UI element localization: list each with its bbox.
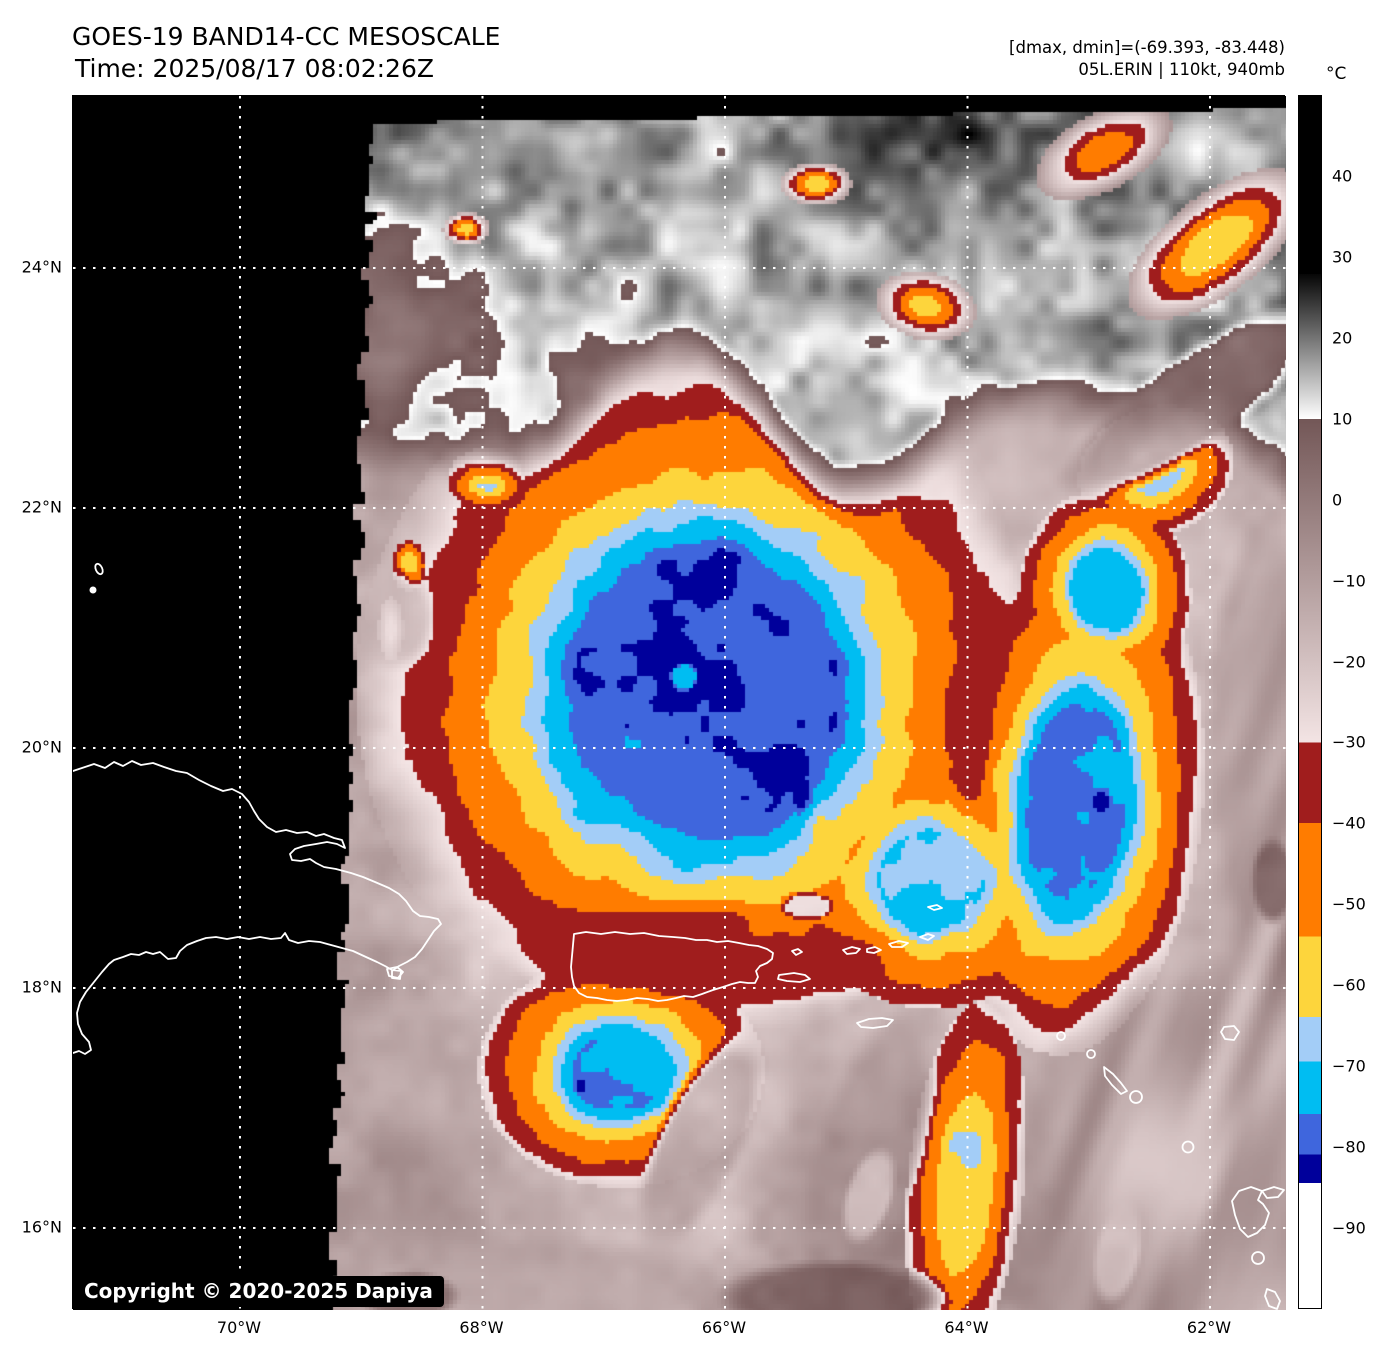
lon-label: 66°W <box>701 1318 747 1337</box>
product-title: GOES-19 BAND14-CC MESOSCALE <box>72 22 501 51</box>
colorbar-tick-label: −30 <box>1332 732 1366 752</box>
lat-label: 16°N <box>21 1217 62 1237</box>
lon-label: 68°W <box>459 1318 504 1337</box>
coastline-st-kitts <box>1103 1066 1128 1095</box>
coastline-saba <box>1056 1031 1066 1041</box>
coastline-great-inagua <box>94 562 104 576</box>
lat-label: 22°N <box>21 497 62 517</box>
colorbar-tick-label: −50 <box>1332 894 1366 914</box>
coastline-st-thomas <box>842 946 861 955</box>
coastline-nevis <box>1129 1090 1143 1104</box>
colorbar <box>1298 95 1322 1309</box>
colorbar-tick-label: 30 <box>1332 247 1353 267</box>
lat-label: 24°N <box>21 257 62 277</box>
colorbar-unit-label: °C <box>1326 64 1347 84</box>
colorbar-tick-label: −10 <box>1332 571 1366 591</box>
lon-label: 64°W <box>944 1318 989 1337</box>
coastline-puerto-rico <box>570 931 774 1002</box>
coastline-marie-galante <box>1251 1251 1265 1265</box>
lon-label: 70°W <box>216 1318 262 1337</box>
coastline-montserrat <box>1181 1140 1195 1154</box>
coastline-hispaniola <box>73 760 442 1055</box>
coastline-vieques <box>777 972 811 983</box>
coastline-st-croix <box>856 1017 894 1029</box>
latlon-gridlines <box>73 96 1286 1310</box>
coastline-saona-island <box>386 966 404 979</box>
colorbar-tick-label: −80 <box>1332 1137 1366 1157</box>
colorbar-tick-label: −90 <box>1332 1218 1366 1238</box>
colorbar-tick-label: −70 <box>1332 1056 1366 1076</box>
colorbar-tick-label: 0 <box>1332 490 1343 510</box>
coastline-anegada <box>927 904 943 911</box>
colorbar-tick-label: −60 <box>1332 975 1366 995</box>
product-time: Time: 2025/08/17 08:02:26Z <box>75 54 434 83</box>
lon-label: 62°W <box>1186 1318 1232 1337</box>
coastline-virgin-gorda <box>919 933 935 941</box>
coastline-st-john <box>866 946 882 954</box>
satellite-imagery-canvas <box>73 96 1286 1310</box>
map-panel: Copyright © 2020-2025 Dapiya <box>72 95 1286 1310</box>
map-overlay <box>73 96 1286 1310</box>
colorbar-tick-label: 20 <box>1332 328 1353 348</box>
coastline-antigua <box>1220 1025 1240 1041</box>
coastline-culebra <box>791 948 803 956</box>
coastline-st-eustatius <box>1086 1049 1096 1059</box>
colorbar-tick-label: 40 <box>1332 166 1353 186</box>
copyright-badge: Copyright © 2020-2025 Dapiya <box>73 1276 444 1307</box>
colorbar-tick-label: −20 <box>1332 652 1366 672</box>
storm-annotation: 05L.ERIN | 110kt, 940mb <box>1078 60 1285 79</box>
coastline-dominica <box>1264 1288 1281 1310</box>
colorbar-tick-label: 10 <box>1332 409 1353 429</box>
coastline-tortola <box>888 940 909 948</box>
lat-label: 20°N <box>21 737 62 757</box>
range-annotation: [dmax, dmin]=(-69.393, -83.448) <box>1009 38 1285 57</box>
coastline-little-inagua <box>89 586 97 594</box>
coastline-grande-terre <box>1261 1186 1285 1199</box>
colorbar-tick-label: −40 <box>1332 813 1366 833</box>
lat-label: 18°N <box>21 977 62 997</box>
